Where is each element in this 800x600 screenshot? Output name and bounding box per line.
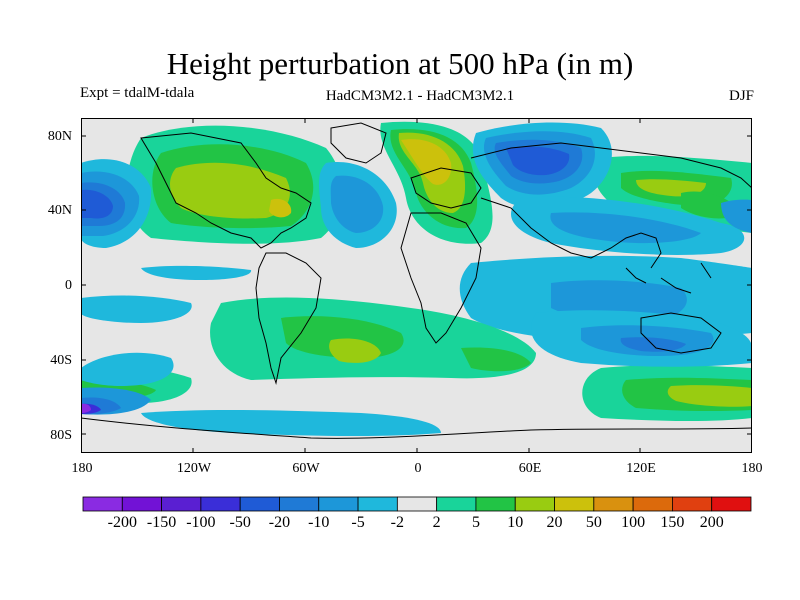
anomaly-east-asia-negative [511, 196, 752, 255]
colorbar-swatch [396, 496, 438, 512]
colorbar-label: 200 [699, 514, 724, 531]
colorbar-swatch [711, 496, 752, 512]
colorbar [82, 496, 752, 517]
coastlines [81, 122, 752, 439]
lon-label-120e: 120E [626, 461, 656, 476]
colorbar-swatch [554, 496, 595, 512]
lon-label-60e: 60E [518, 461, 542, 476]
map-svg [81, 118, 752, 453]
anomaly-north-pacific-negative [81, 159, 152, 248]
colorbar-label: -150 [146, 514, 177, 531]
colorbar-swatch [200, 496, 241, 512]
colorbar-label: 10 [507, 514, 524, 531]
lat-label-eq: 0 [65, 278, 72, 293]
colorbar-swatch [632, 496, 673, 512]
anomaly-atlantic-negative [318, 162, 397, 248]
lat-label-80n: 80N [47, 129, 72, 144]
map-panel [81, 118, 752, 453]
colorbar-swatch [593, 496, 634, 512]
colorbar-swatch [436, 496, 477, 512]
colorbar-label: -10 [308, 514, 330, 531]
anomaly-north-america-positive [127, 125, 343, 244]
colorbar-label: 5 [471, 514, 480, 531]
axis-ticks [81, 118, 752, 453]
colorbar-swatch [475, 496, 516, 512]
colorbar-label: 50 [585, 514, 602, 531]
lat-label-80s: 80S [50, 428, 72, 443]
lat-label-40s: 40S [50, 353, 72, 368]
colorbar-svg [82, 496, 752, 512]
experiment-label: Expt = tdalM-tdala [80, 85, 195, 101]
colorbar-label: -50 [229, 514, 251, 531]
colorbar-swatch [161, 496, 202, 512]
colorbar-label: 2 [432, 514, 441, 531]
colorbar-label: 100 [621, 514, 646, 531]
colorbar-label: -20 [268, 514, 291, 531]
lat-label-40n: 40N [47, 203, 72, 218]
lon-label-120w: 120W [176, 461, 212, 476]
season-label: DJF [728, 88, 754, 104]
colorbar-swatch [357, 496, 398, 512]
lon-label-60w: 60W [292, 461, 320, 476]
model-label: HadCM3M2.1 - HadCM3M2.1 [325, 88, 515, 104]
colorbar-swatch [82, 496, 123, 512]
colorbar-swatch [121, 496, 162, 512]
lon-label-180w: 180 [71, 461, 93, 476]
colorbar-label: 20 [546, 514, 563, 531]
plot-title: Height perturbation at 500 hPa (in m) [166, 46, 634, 81]
colorbar-label: -200 [107, 514, 137, 531]
colorbar-swatch [514, 496, 555, 512]
lon-label-180e: 180 [741, 461, 763, 476]
colorbar-label: -5 [351, 514, 365, 531]
colorbar-swatch [279, 496, 320, 512]
colorbar-swatch [239, 496, 280, 512]
anomaly-north-atlantic-europe-positive [380, 121, 493, 244]
anomaly-siberia-negative [472, 122, 612, 209]
colorbar-swatch [672, 496, 713, 512]
colorbar-label: -100 [186, 514, 216, 531]
lon-label-0: 0 [414, 461, 422, 476]
colorbar-label: 150 [660, 514, 685, 531]
colorbar-label: -2 [390, 514, 404, 531]
anomaly-south-negative [81, 310, 752, 437]
colorbar-swatch [318, 496, 359, 512]
